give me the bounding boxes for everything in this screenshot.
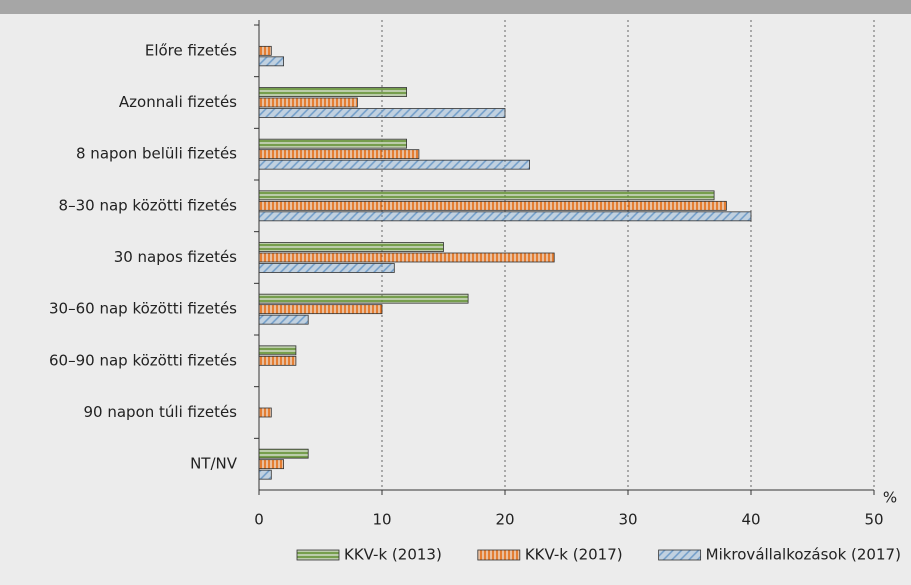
bar — [258, 138, 408, 149]
bar — [258, 293, 469, 304]
bar — [258, 252, 555, 263]
bar — [258, 149, 420, 160]
x-tick-label: 0 — [254, 511, 264, 529]
x-axis-label: % — [883, 489, 897, 507]
x-tick-label: 10 — [372, 511, 391, 529]
bar — [258, 345, 297, 356]
bar — [258, 355, 297, 366]
legend-label: Mikrovállalkozások (2017) — [706, 546, 901, 564]
y-tick-label: Azonnali fizetés — [119, 93, 237, 111]
bar — [258, 56, 285, 67]
bar — [258, 200, 727, 211]
y-tick-label: Előre fizetés — [145, 41, 237, 59]
bar — [258, 407, 272, 418]
y-tick-label: NT/NV — [190, 455, 238, 473]
x-tick-label: 50 — [864, 511, 883, 529]
bar — [258, 108, 506, 118]
bar — [258, 314, 309, 325]
top-band — [0, 0, 911, 14]
y-tick-label: 30–60 nap közötti fizetés — [49, 300, 237, 318]
bar — [258, 242, 444, 252]
bar — [258, 263, 395, 273]
x-tick-label: 20 — [495, 511, 514, 529]
legend-label: KKV-k (2017) — [525, 546, 623, 564]
bar — [258, 190, 715, 201]
legend-swatch — [477, 549, 521, 561]
x-tick-label: 40 — [741, 511, 760, 529]
bar — [258, 45, 272, 56]
x-tick-label: 30 — [618, 511, 637, 529]
y-tick-label: 60–90 nap közötti fizetés — [49, 351, 237, 369]
y-tick-label: 90 napon túli fizetés — [84, 403, 238, 421]
bar — [258, 469, 272, 480]
bar — [258, 448, 309, 459]
bar — [258, 211, 752, 222]
bar — [258, 87, 408, 97]
legend-label: KKV-k (2013) — [344, 546, 442, 564]
y-tick-label: 8–30 nap közötti fizetés — [59, 196, 238, 214]
bar — [258, 159, 531, 170]
legend-swatch — [658, 549, 702, 561]
y-tick-label: 8 napon belüli fizetés — [76, 145, 237, 163]
bar — [258, 459, 285, 470]
y-tick-label: 30 napos fizetés — [114, 248, 237, 266]
legend-swatch — [296, 549, 340, 561]
bar — [258, 304, 383, 315]
bar — [258, 97, 358, 108]
